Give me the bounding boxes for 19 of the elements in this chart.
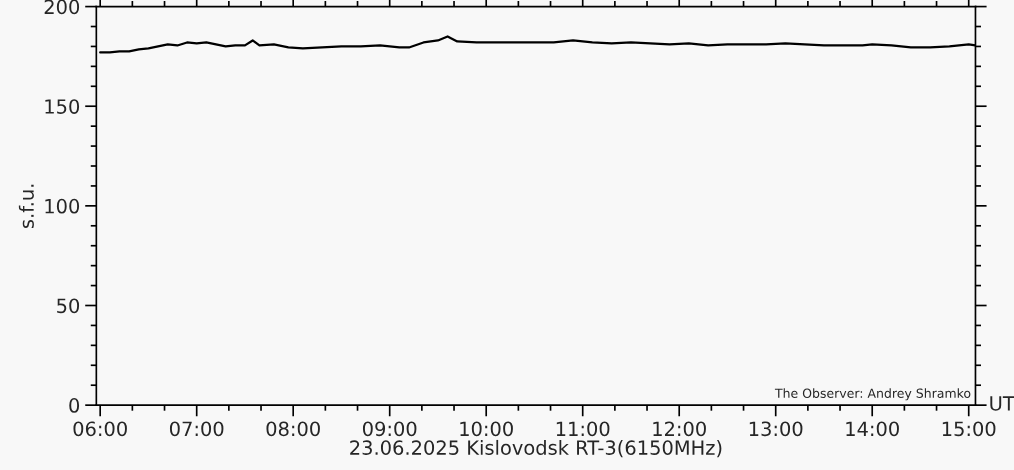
x-tick-label: 07:00 [169,421,224,437]
x-tick-label: 06:00 [73,421,127,437]
y-tick-label: 100 [45,198,80,214]
y-tick-label: 50 [57,298,80,314]
x-tick-label: 13:00 [749,421,803,437]
y-tick-label: 150 [45,99,80,114]
y-tick-label: 200 [44,0,80,15]
x-tick-label: 14:00 [846,421,899,437]
x-tick-label: 15:00 [942,421,996,437]
x-tick-label: 12:00 [653,421,706,437]
x-tick-label: 11:00 [556,421,610,437]
y-axis-title: s.f.u. [18,184,34,229]
x-tick-label: 08:00 [266,421,320,437]
annotation: The Observer: Andrey Shramko [774,388,971,401]
y-tick-label: 0 [69,398,80,413]
text: UT [990,396,1014,411]
x-axis-title: 23.06.2025 Kislovodsk RT-3(6150MHz) [350,439,722,458]
x-tick-label: 09:00 [362,421,417,437]
x-tick-label: 10:00 [460,421,513,437]
